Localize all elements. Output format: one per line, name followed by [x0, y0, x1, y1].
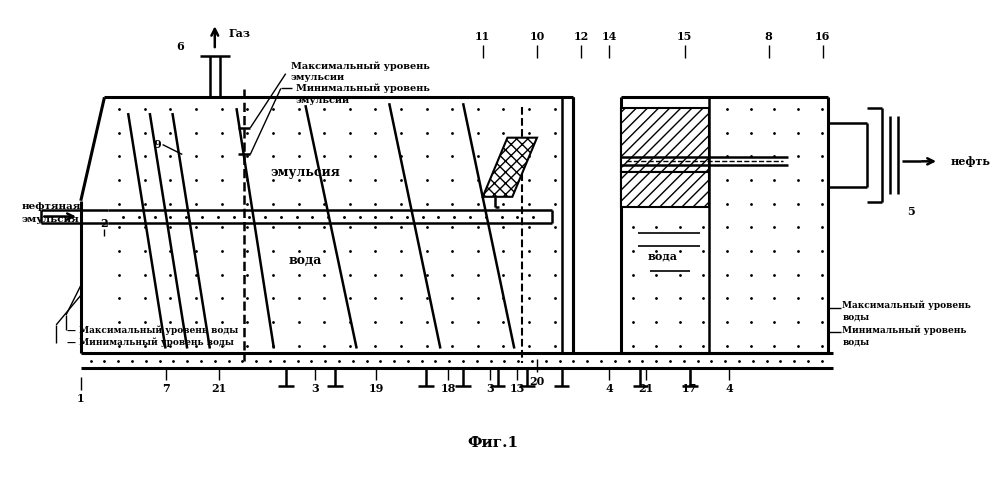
- Text: 13: 13: [510, 383, 525, 394]
- Text: 3: 3: [486, 383, 494, 394]
- Text: 21: 21: [639, 383, 654, 394]
- Text: эмульсии: эмульсии: [296, 96, 350, 105]
- Text: вода: вода: [647, 250, 677, 262]
- Text: 21: 21: [211, 383, 226, 394]
- Text: 11: 11: [475, 31, 490, 42]
- Text: эмульсии: эмульсии: [291, 73, 345, 82]
- Text: нефть: нефть: [951, 156, 991, 167]
- Text: 15: 15: [677, 31, 692, 42]
- Text: 14: 14: [601, 31, 617, 42]
- Text: Газ: Газ: [229, 28, 251, 39]
- Polygon shape: [621, 172, 709, 206]
- Text: Минимальный уровень: Минимальный уровень: [296, 84, 429, 93]
- Text: эмульсия: эмульсия: [631, 186, 693, 197]
- Text: Максимальный уровень: Максимальный уровень: [842, 301, 971, 310]
- Text: 19: 19: [369, 383, 384, 394]
- Text: 16: 16: [815, 31, 830, 42]
- Polygon shape: [621, 108, 709, 172]
- Text: 7: 7: [162, 383, 169, 394]
- Text: 12: 12: [574, 31, 589, 42]
- Text: 9: 9: [154, 139, 162, 150]
- Text: вода: вода: [289, 255, 322, 268]
- Text: — Максимальный уровень воды: — Максимальный уровень воды: [67, 325, 238, 335]
- Text: 3: 3: [311, 383, 319, 394]
- Text: 4: 4: [725, 383, 733, 394]
- Text: Максимальный уровень: Максимальный уровень: [291, 61, 430, 71]
- Text: воды: воды: [842, 313, 870, 322]
- Text: 17: 17: [682, 383, 697, 394]
- Text: 20: 20: [529, 376, 545, 387]
- Text: 4: 4: [605, 383, 613, 394]
- Text: 2: 2: [101, 218, 108, 229]
- Text: — Минимальный уровень воды: — Минимальный уровень воды: [67, 338, 234, 347]
- Text: воды: воды: [842, 337, 870, 346]
- Text: 1: 1: [77, 393, 85, 404]
- Text: Минимальный уровень: Минимальный уровень: [842, 325, 967, 335]
- Text: 6: 6: [176, 41, 184, 52]
- Text: 8: 8: [765, 31, 772, 42]
- Text: нефтяная: нефтяная: [22, 202, 81, 211]
- Text: 10: 10: [529, 31, 545, 42]
- Polygon shape: [483, 138, 537, 197]
- Text: 18: 18: [441, 383, 456, 394]
- Text: Фиг.1: Фиг.1: [467, 436, 518, 450]
- Text: эмульсия: эмульсия: [22, 215, 79, 224]
- Text: эмульсия: эмульсия: [270, 166, 340, 179]
- Text: 5: 5: [908, 206, 915, 217]
